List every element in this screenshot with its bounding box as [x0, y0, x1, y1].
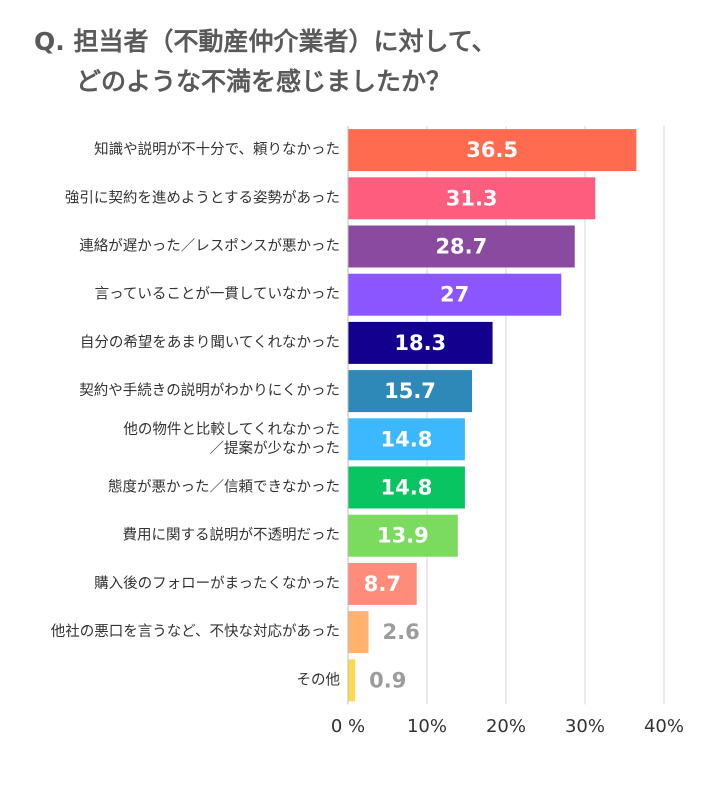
bar-7 — [348, 466, 465, 509]
value-label-6: 14.8 — [381, 427, 433, 451]
value-label-1: 31.3 — [446, 186, 498, 210]
value-label-8: 13.9 — [377, 524, 429, 548]
bar-4 — [348, 321, 493, 364]
x-tick-label-20: 20% — [486, 716, 526, 737]
category-label-5: 契約や手続きの説明がわかりにくかった — [79, 382, 340, 399]
category-label-3: 言っていることが一貫していなかった — [95, 286, 340, 303]
bar-10 — [348, 611, 369, 654]
category-label-8: 費用に関する説明が不透明だった — [123, 527, 341, 544]
category-label-2: 連絡が遅かった／レスポンスが悪かった — [79, 238, 340, 255]
bar-2 — [348, 225, 575, 268]
bar-8 — [348, 514, 458, 557]
value-label-4: 18.3 — [394, 331, 446, 355]
category-label-11: その他 — [297, 671, 341, 688]
value-label-11: 0.9 — [369, 668, 406, 692]
value-label-7: 14.8 — [381, 476, 433, 500]
x-tick-label-30: 30% — [565, 716, 605, 737]
title-line-2: どのような不満を感じましたか？ — [76, 67, 452, 96]
value-label-0: 36.5 — [466, 138, 518, 162]
category-label-4: 自分の希望をあまり聞いてくれなかった — [80, 334, 340, 351]
value-label-2: 28.7 — [435, 235, 487, 259]
value-label-10: 2.6 — [383, 620, 420, 644]
bar-0 — [348, 129, 637, 172]
value-label-3: 27 — [440, 283, 469, 307]
category-label-9: 購入後のフォローがまったくなかった — [94, 575, 340, 592]
category-label-7: 態度が悪かった／信頼できなかった — [108, 479, 340, 496]
bar-1 — [348, 177, 596, 220]
bar-3 — [348, 273, 562, 316]
x-tick-label-40: 40% — [644, 716, 684, 737]
chart-title: Q. 担当者（不動産仲介業者）に対して、 どのような不満を感じましたか？ — [34, 22, 674, 102]
category-label-6-1: ／提案が少なかった — [210, 439, 341, 457]
category-label-0: 知識や説明が不十分で、頼りなかった — [94, 141, 340, 158]
x-tick-label-0: 0 % — [331, 716, 365, 737]
category-label-6-0: 他の物件と比較してくれなかった — [123, 420, 340, 438]
bar-9 — [348, 562, 417, 605]
bar-11 — [348, 659, 356, 702]
bar-6 — [348, 418, 465, 461]
category-label-1: 強引に契約を進めようとする姿勢があった — [65, 189, 340, 206]
title-line-1: Q. 担当者（不動産仲介業者）に対して、 — [34, 27, 497, 56]
value-label-9: 8.7 — [364, 572, 401, 596]
x-tick-label-10: 10% — [407, 716, 447, 737]
bar-5 — [348, 370, 473, 413]
category-label-10: 他社の悪口を言うなど、不快な対応があった — [51, 623, 340, 640]
value-label-5: 15.7 — [384, 379, 436, 403]
